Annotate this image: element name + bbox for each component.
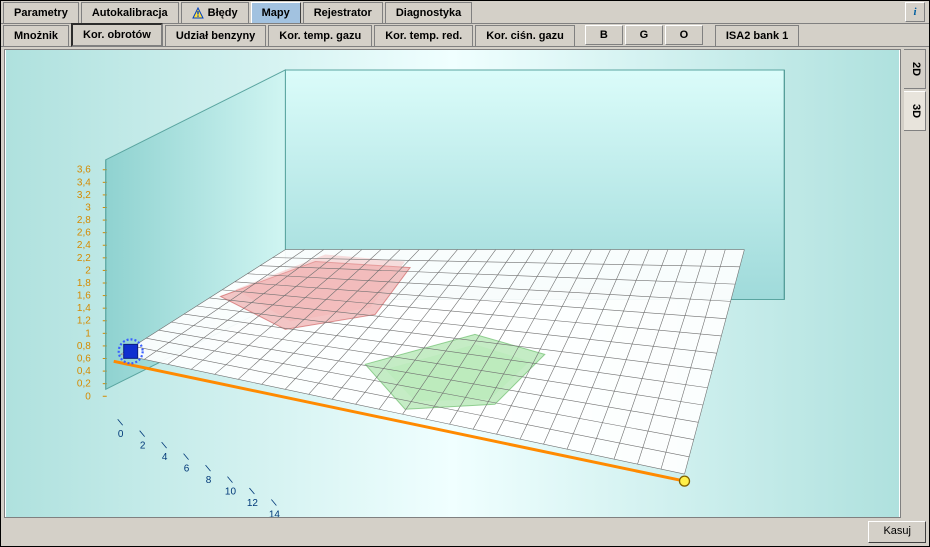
bank-label[interactable]: ISA2 bank 1 xyxy=(715,25,799,46)
svg-text:1,2: 1,2 xyxy=(77,316,91,327)
svg-text:3,6: 3,6 xyxy=(77,165,91,176)
tab-bledy[interactable]: Błędy xyxy=(181,2,249,23)
svg-text:2,2: 2,2 xyxy=(77,253,91,264)
tab-mapy[interactable]: Mapy xyxy=(251,2,301,23)
sidetab-2d[interactable]: 2D xyxy=(904,49,926,89)
svg-text:2: 2 xyxy=(140,441,146,452)
svg-text:1,4: 1,4 xyxy=(77,303,91,314)
svg-text:0: 0 xyxy=(118,429,124,440)
sidetab-3d[interactable]: 3D xyxy=(904,91,926,131)
svg-text:2,8: 2,8 xyxy=(77,215,91,226)
svg-text:2,6: 2,6 xyxy=(77,228,91,239)
tab-diagnostyka[interactable]: Diagnostyka xyxy=(385,2,472,23)
svg-text:2: 2 xyxy=(85,265,91,276)
svg-text:12: 12 xyxy=(247,498,259,509)
subtab-kor-temp-red[interactable]: Kor. temp. red. xyxy=(374,25,473,46)
warning-icon xyxy=(192,7,204,19)
btn-o[interactable]: O xyxy=(665,25,703,45)
main-tab-bar: Parametry Autokalibracja Błędy Mapy Reje… xyxy=(1,1,929,24)
svg-text:3,4: 3,4 xyxy=(77,177,91,188)
marker-yellow xyxy=(680,476,690,486)
tab-parametry[interactable]: Parametry xyxy=(3,2,79,23)
tab-bledy-label: Błędy xyxy=(208,6,238,20)
svg-text:6: 6 xyxy=(184,464,190,475)
svg-text:0,4: 0,4 xyxy=(77,366,91,377)
svg-text:1: 1 xyxy=(85,328,91,339)
subtab-kor-obrotow[interactable]: Kor. obrotów xyxy=(71,23,163,47)
subtab-udzial-benzyny[interactable]: Udział benzyny xyxy=(165,25,266,46)
info-button[interactable]: i xyxy=(905,2,925,22)
bottom-bar: Kasuj xyxy=(4,521,926,543)
view-side-tabs: 2D 3D xyxy=(904,49,926,131)
svg-text:3,2: 3,2 xyxy=(77,190,91,201)
svg-text:1,8: 1,8 xyxy=(77,278,91,289)
svg-text:10: 10 xyxy=(225,487,237,498)
tab-autokalibracja[interactable]: Autokalibracja xyxy=(81,2,179,23)
kasuj-button[interactable]: Kasuj xyxy=(868,521,926,543)
svg-text:4: 4 xyxy=(162,452,168,463)
svg-text:3: 3 xyxy=(85,202,91,213)
chart-3d-svg: 00,20,40,60,811,21,41,61,822,22,42,62,83… xyxy=(5,50,900,517)
subtab-kor-temp-gazu[interactable]: Kor. temp. gazu xyxy=(268,25,372,46)
subtab-kor-cisn-gazu[interactable]: Kor. ciśn. gazu xyxy=(475,25,575,46)
svg-text:0,2: 0,2 xyxy=(77,379,91,390)
sub-tab-bar: Mnożnik Kor. obrotów Udział benzyny Kor.… xyxy=(1,24,929,47)
svg-text:0,8: 0,8 xyxy=(77,341,91,352)
svg-text:1,6: 1,6 xyxy=(77,291,91,302)
tab-rejestrator[interactable]: Rejestrator xyxy=(303,2,383,23)
btn-g[interactable]: G xyxy=(625,25,663,45)
chart-3d-area[interactable]: 00,20,40,60,811,21,41,61,822,22,42,62,83… xyxy=(4,49,901,518)
subtab-mnoznik[interactable]: Mnożnik xyxy=(3,25,69,46)
svg-text:8: 8 xyxy=(206,475,212,486)
svg-text:0,6: 0,6 xyxy=(77,353,91,364)
btn-b[interactable]: B xyxy=(585,25,623,45)
svg-text:0: 0 xyxy=(85,391,91,402)
svg-text:14: 14 xyxy=(269,509,281,517)
svg-text:2,4: 2,4 xyxy=(77,240,91,251)
